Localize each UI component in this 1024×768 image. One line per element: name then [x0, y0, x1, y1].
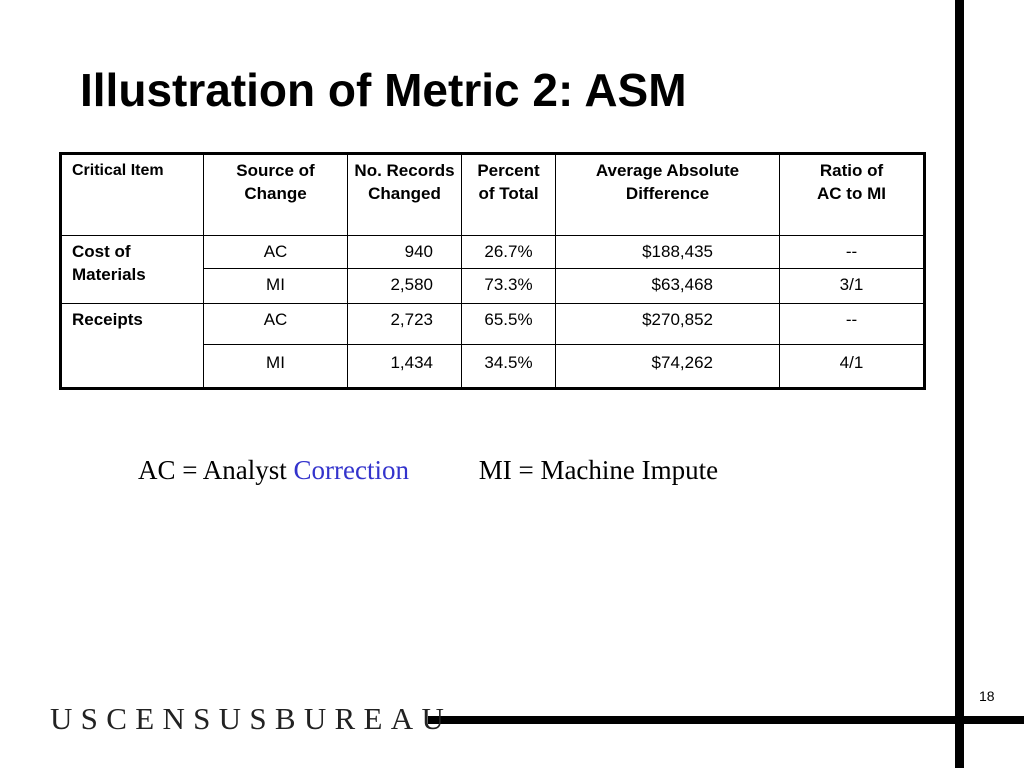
records-cell: 940: [347, 235, 462, 269]
vertical-rule: [955, 0, 964, 768]
critical-item-receipts: Receipts: [60, 303, 204, 389]
source-cell: MI: [203, 344, 348, 389]
percent-cell: 65.5%: [461, 303, 556, 345]
footer-rule: [428, 716, 1024, 724]
header-average-absolute-difference: Average Absolute Difference: [555, 153, 780, 236]
percent-cell: 34.5%: [461, 344, 556, 389]
avg-diff-cell: $188,435: [555, 235, 780, 269]
avg-diff-cell: $74,262: [555, 344, 780, 389]
table-row: MI 2,580 73.3% $63,468 3/1: [61, 268, 925, 304]
ratio-cell: 4/1: [779, 344, 925, 389]
abbreviation-legend: AC = Analyst Correction MI = Machine Imp…: [138, 452, 718, 488]
header-ratio: Ratio of AC to MI: [779, 153, 925, 236]
header-ratio-line2: AC to MI: [817, 184, 886, 203]
metric-table: Critical Item Source of Change No. Recor…: [59, 152, 926, 390]
legend-mi-text: MI = Machine Impute: [478, 455, 719, 485]
source-cell: AC: [203, 235, 348, 269]
header-no-records-changed: No. Records Changed: [347, 153, 462, 236]
critical-item-cost-of-materials: Cost of Materials: [60, 235, 204, 304]
table-row: Cost of Materials AC 940 26.7% $188,435 …: [60, 235, 925, 304]
slide-title: Illustration of Metric 2: ASM: [80, 64, 687, 116]
page-number: 18: [979, 688, 995, 704]
records-cell: 1,434: [347, 344, 462, 389]
source-cell: MI: [203, 268, 348, 304]
source-cell: AC: [203, 303, 348, 345]
records-cell: 2,723: [347, 303, 462, 345]
ratio-cell: --: [779, 235, 925, 269]
header-source-of-change: Source of Change: [203, 153, 348, 236]
table-row: MI 1,434 34.5% $74,262 4/1: [61, 344, 925, 389]
ratio-cell: 3/1: [779, 268, 925, 304]
header-critical-item: Critical Item: [60, 153, 204, 236]
header-ratio-line1: Ratio of: [819, 161, 884, 180]
table-row: Receipts AC 2,723 65.5% $270,852 --: [60, 303, 925, 389]
avg-diff-cell: $63,468: [555, 268, 780, 304]
legend-ac-highlight: Correction: [293, 455, 409, 485]
percent-cell: 73.3%: [461, 268, 556, 304]
percent-cell: 26.7%: [461, 235, 556, 269]
table-header-row: Critical Item Source of Change No. Recor…: [60, 153, 925, 236]
avg-diff-cell: $270,852: [555, 303, 780, 345]
header-percent-of-total: Percent of Total: [461, 153, 556, 236]
census-bureau-logo: USCENSUSBUREAU: [50, 701, 453, 736]
legend-ac-prefix: AC = Analyst: [138, 455, 287, 485]
records-cell: 2,580: [347, 268, 462, 304]
ratio-cell: --: [779, 303, 925, 345]
